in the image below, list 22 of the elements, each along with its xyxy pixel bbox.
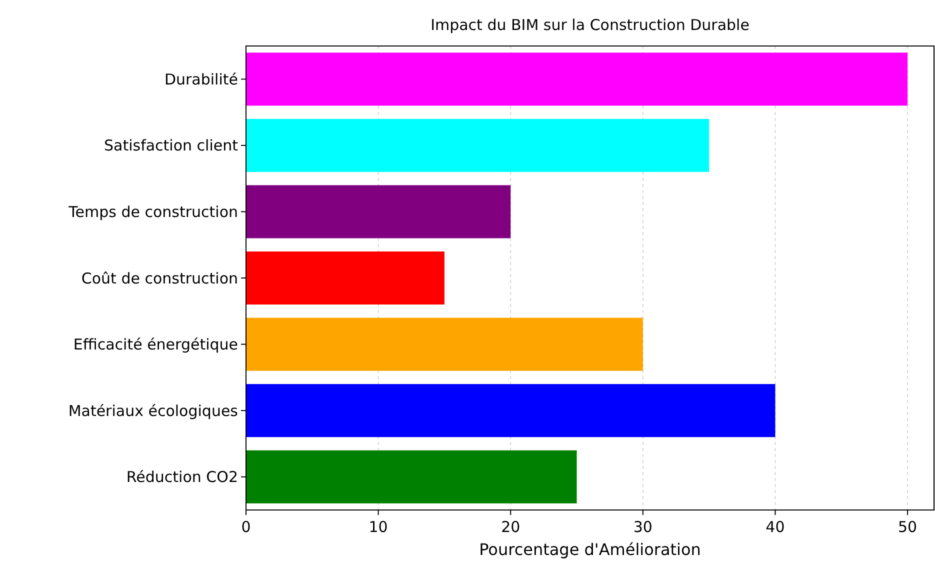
bar <box>246 318 643 371</box>
bar <box>246 185 511 238</box>
bar <box>246 118 710 172</box>
x-tick-label: 30 <box>633 518 652 536</box>
x-tick-label: 0 <box>241 518 251 536</box>
y-tick-label: Coût de construction <box>81 269 238 288</box>
y-tick-label: Temps de construction <box>68 202 238 221</box>
x-tick-label: 10 <box>368 518 388 536</box>
bar <box>246 251 444 305</box>
y-tick-label: Réduction CO2 <box>126 468 238 486</box>
x-tick-label: 40 <box>766 518 785 536</box>
y-tick-label: Durabilité <box>164 70 238 88</box>
y-tick-label: Matériaux écologiques <box>68 402 238 420</box>
bar <box>246 52 908 106</box>
bar <box>246 450 577 504</box>
bar <box>246 384 776 438</box>
x-tick-label: 20 <box>501 518 520 536</box>
y-tick-label: Satisfaction client <box>104 136 238 155</box>
y-tick-label: Efficacité énergétique <box>73 336 238 354</box>
chart-title: Impact du BIM sur la Construction Durable <box>430 16 750 34</box>
x-axis-title: Pourcentage d'Amélioration <box>479 540 701 559</box>
x-tick-label: 50 <box>898 518 918 536</box>
